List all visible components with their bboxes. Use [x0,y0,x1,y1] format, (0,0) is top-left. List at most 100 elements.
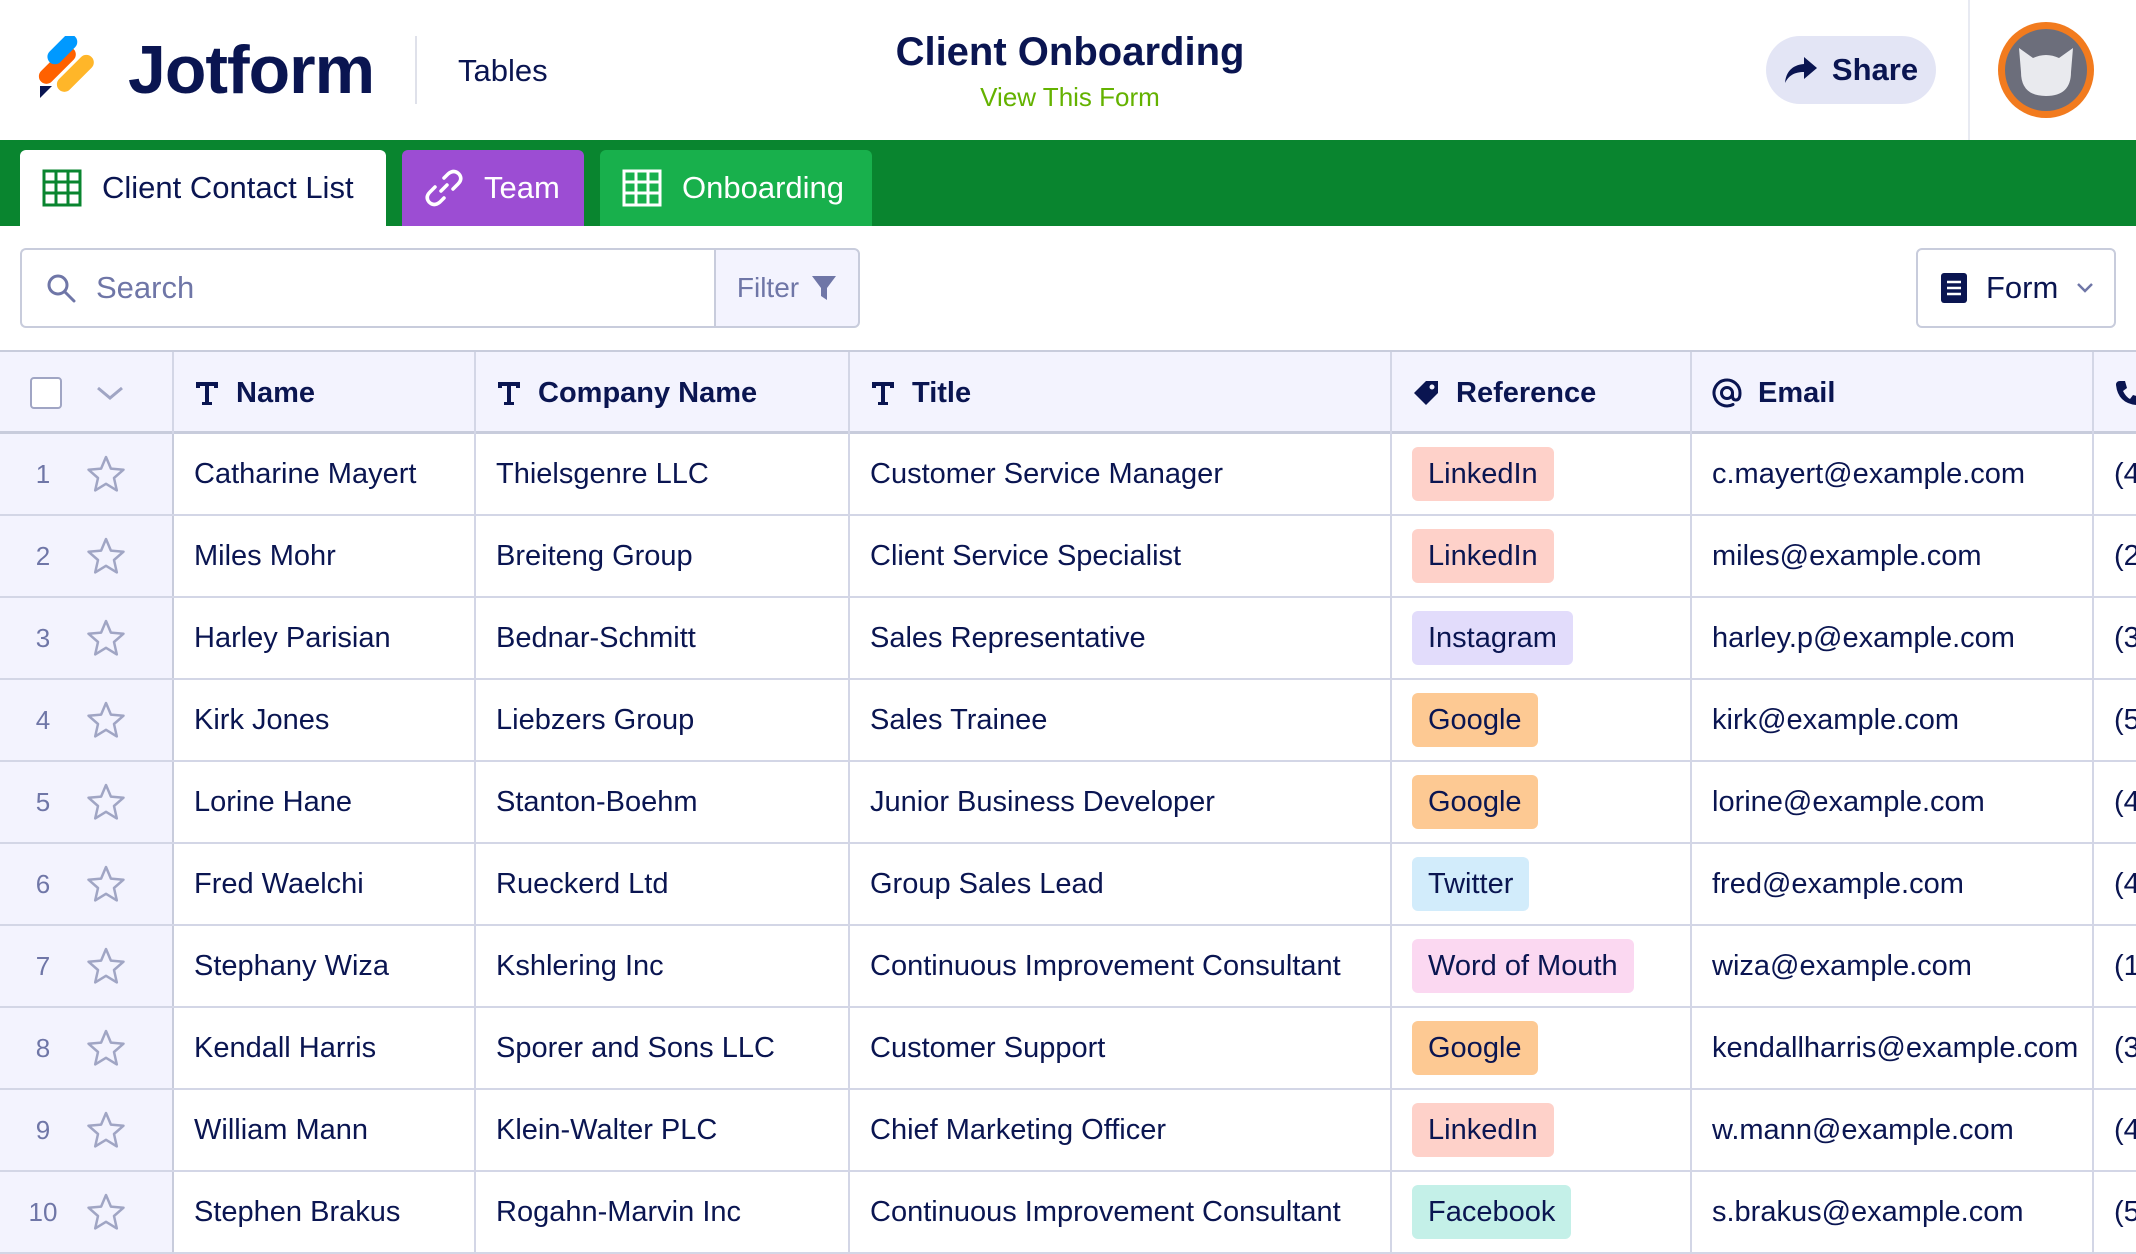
cell-company[interactable]: Rogahn-Marvin Inc [476,1172,850,1252]
cell-title[interactable]: Client Service Specialist [850,516,1392,596]
cell-email[interactable]: s.brakus@example.com [1692,1172,2094,1252]
star-icon[interactable] [86,1028,126,1068]
select-all-checkbox[interactable] [30,377,62,409]
cell-name[interactable]: Kirk Jones [174,680,476,760]
cell-reference[interactable]: Twitter [1392,844,1692,924]
cell-title[interactable]: Chief Marketing Officer [850,1090,1392,1170]
cell-name[interactable]: William Mann [174,1090,476,1170]
cell-name[interactable]: Harley Parisian [174,598,476,678]
column-header-phone[interactable] [2094,352,2136,434]
cell-phone[interactable]: (5 [2094,1172,2136,1252]
column-header-email[interactable]: Email [1692,352,2094,434]
cell-email[interactable]: miles@example.com [1692,516,2094,596]
cell-phone[interactable]: (4 [2094,762,2136,842]
star-icon[interactable] [86,946,126,986]
cell-phone[interactable]: (3 [2094,1008,2136,1088]
cell-name[interactable]: Kendall Harris [174,1008,476,1088]
table-row[interactable]: 1 Catharine Mayert Thielsgenre LLC Customer… [0,434,2136,516]
table-row[interactable]: 7 Stephany Wiza Kshlering Inc Continuous Im… [0,926,2136,1008]
cell-company[interactable]: Thielsgenre LLC [476,434,850,514]
cell-title[interactable]: Customer Service Manager [850,434,1392,514]
star-icon[interactable] [86,782,126,822]
cell-email[interactable]: kirk@example.com [1692,680,2094,760]
cell-email[interactable]: c.mayert@example.com [1692,434,2094,514]
column-header-reference[interactable]: Reference [1392,352,1692,434]
star-icon[interactable] [86,1192,126,1232]
share-button[interactable]: Share [1766,36,1936,104]
cell-title[interactable]: Junior Business Developer [850,762,1392,842]
cell-phone[interactable]: (4 [2094,844,2136,924]
cell-phone[interactable]: (3 [2094,598,2136,678]
form-view-button[interactable]: Form [1916,248,2116,328]
star-icon[interactable] [86,618,126,658]
search-input[interactable] [96,270,676,306]
cell-company[interactable]: Liebzers Group [476,680,850,760]
cell-phone[interactable]: (4 [2094,1090,2136,1170]
column-header-title[interactable]: Title [850,352,1392,434]
table-row[interactable]: 9 William Mann Klein-Walter PLC Chief Marke… [0,1090,2136,1172]
cell-email[interactable]: wiza@example.com [1692,926,2094,1006]
table-row[interactable]: 10 Stephen Brakus Rogahn-Marvin Inc Continu… [0,1172,2136,1254]
cell-title[interactable]: Sales Trainee [850,680,1392,760]
table-row[interactable]: 2 Miles Mohr Breiteng Group Client Service … [0,516,2136,598]
cell-phone[interactable]: (1 [2094,926,2136,1006]
cell-phone[interactable]: (4 [2094,434,2136,514]
cell-reference[interactable]: Facebook [1392,1172,1692,1252]
star-icon[interactable] [86,1110,126,1150]
star-icon[interactable] [86,700,126,740]
cell-company[interactable]: Klein-Walter PLC [476,1090,850,1170]
table-row[interactable]: 3 Harley Parisian Bednar-Schmitt Sales Repr… [0,598,2136,680]
jotform-logo[interactable] [38,34,100,102]
tab-team[interactable]: Team [402,150,584,226]
cell-reference[interactable]: Google [1392,680,1692,760]
cell-title[interactable]: Continuous Improvement Consultant [850,1172,1392,1252]
cell-reference[interactable]: LinkedIn [1392,516,1692,596]
cell-name[interactable]: Lorine Hane [174,762,476,842]
star-icon[interactable] [86,536,126,576]
cell-company[interactable]: Rueckerd Ltd [476,844,850,924]
cell-title[interactable]: Customer Support [850,1008,1392,1088]
cell-reference[interactable]: LinkedIn [1392,434,1692,514]
cell-email[interactable]: harley.p@example.com [1692,598,2094,678]
cell-name[interactable]: Fred Waelchi [174,844,476,924]
cell-title[interactable]: Continuous Improvement Consultant [850,926,1392,1006]
cell-email[interactable]: kendallharris@example.com [1692,1008,2094,1088]
view-form-link[interactable]: View This Form [980,82,1160,112]
cell-company[interactable]: Bednar-Schmitt [476,598,850,678]
cell-reference[interactable]: Word of Mouth [1392,926,1692,1006]
brand-name[interactable]: Jotform [128,32,375,108]
cell-phone[interactable]: (5 [2094,680,2136,760]
star-icon[interactable] [86,454,126,494]
cell-title[interactable]: Group Sales Lead [850,844,1392,924]
cell-name[interactable]: Miles Mohr [174,516,476,596]
cell-company[interactable]: Kshlering Inc [476,926,850,1006]
cell-email[interactable]: fred@example.com [1692,844,2094,924]
cell-reference[interactable]: Google [1392,1008,1692,1088]
tab-onboarding[interactable]: Onboarding [600,150,872,226]
cell-company[interactable]: Sporer and Sons LLC [476,1008,850,1088]
table-row[interactable]: 4 Kirk Jones Liebzers Group Sales Trainee Go… [0,680,2136,762]
tables-link[interactable]: Tables [458,53,548,88]
cell-email[interactable]: lorine@example.com [1692,762,2094,842]
column-header-name[interactable]: Name [174,352,476,434]
cell-name[interactable]: Stephen Brakus [174,1172,476,1252]
chevron-down-icon[interactable] [96,385,124,401]
cell-reference[interactable]: Google [1392,762,1692,842]
table-row[interactable]: 6 Fred Waelchi Rueckerd Ltd Group Sales Lea… [0,844,2136,926]
cell-company[interactable]: Stanton-Boehm [476,762,850,842]
cell-reference[interactable]: Instagram [1392,598,1692,678]
column-header-company-name[interactable]: Company Name [476,352,850,434]
cell-name[interactable]: Catharine Mayert [174,434,476,514]
cell-reference[interactable]: LinkedIn [1392,1090,1692,1170]
search-box[interactable] [20,248,716,328]
table-row[interactable]: 8 Kendall Harris Sporer and Sons LLC Custom… [0,1008,2136,1090]
filter-button[interactable]: Filter [714,248,860,328]
tab-client-contact-list[interactable]: Client Contact List [20,150,386,226]
table-row[interactable]: 5 Lorine Hane Stanton-Boehm Junior Business… [0,762,2136,844]
cell-phone[interactable]: (2 [2094,516,2136,596]
user-avatar[interactable] [1998,22,2094,118]
cell-company[interactable]: Breiteng Group [476,516,850,596]
star-icon[interactable] [86,864,126,904]
cell-email[interactable]: w.mann@example.com [1692,1090,2094,1170]
cell-name[interactable]: Stephany Wiza [174,926,476,1006]
